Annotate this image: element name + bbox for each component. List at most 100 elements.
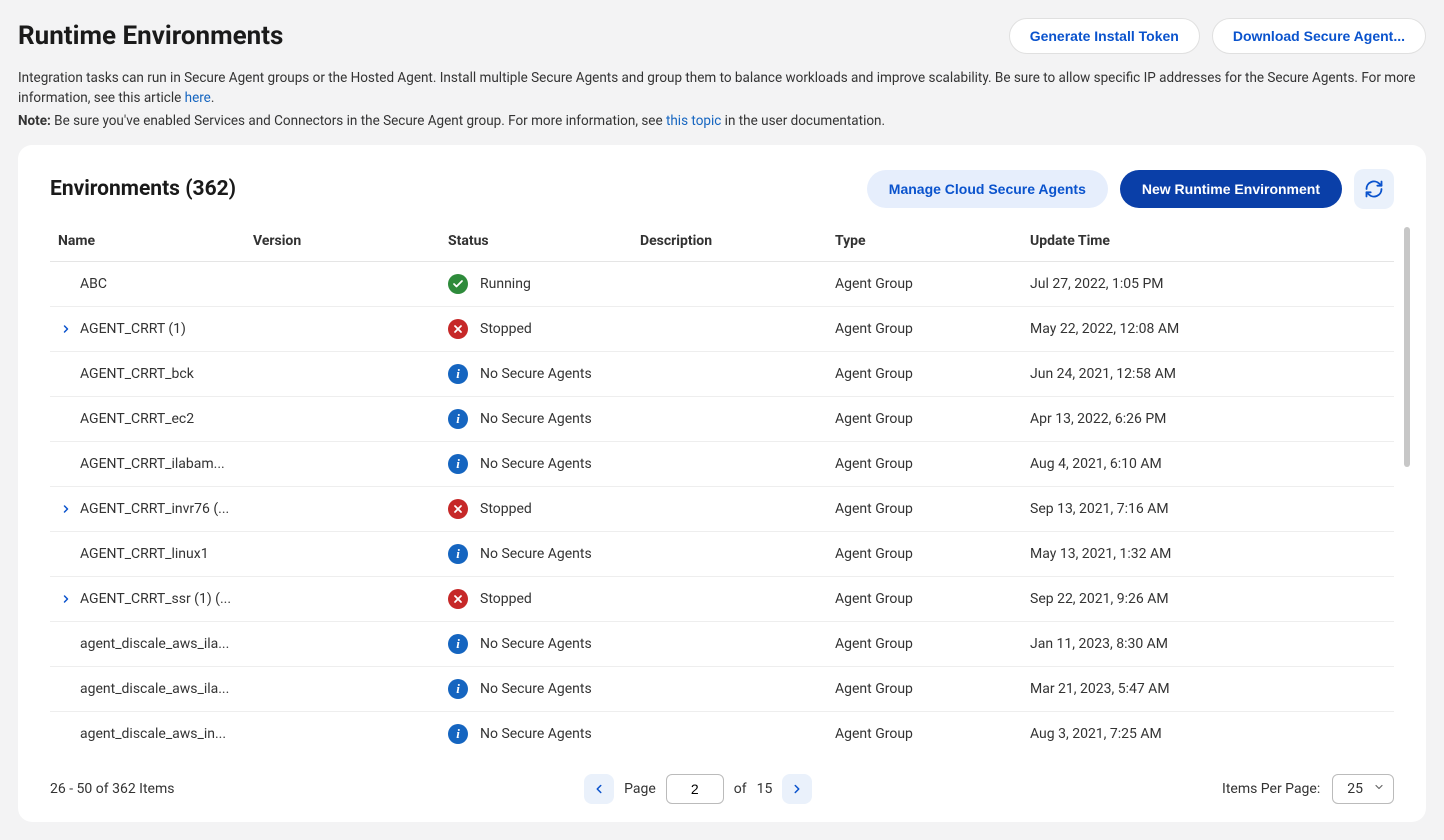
page-title: Runtime Environments bbox=[18, 21, 283, 51]
env-update-time: Sep 22, 2021, 9:26 AM bbox=[1022, 576, 1394, 621]
env-update-time: Aug 4, 2021, 6:10 AM bbox=[1022, 441, 1394, 486]
this-topic-link[interactable]: this topic bbox=[666, 113, 721, 129]
table-row[interactable]: AGENT_CRRT_ec2iNo Secure AgentsAgent Gro… bbox=[50, 396, 1394, 441]
table-row[interactable]: agent_discale_aws_ila...iNo Secure Agent… bbox=[50, 621, 1394, 666]
page-description: Integration tasks can run in Secure Agen… bbox=[18, 68, 1426, 109]
table-row[interactable]: agent_discale_aws_in...iNo Secure Agents… bbox=[50, 711, 1394, 756]
env-description bbox=[632, 441, 827, 486]
expand-toggle[interactable] bbox=[58, 323, 74, 335]
item-range: 26 - 50 of 362 Items bbox=[50, 781, 174, 797]
table-row[interactable]: AGENT_CRRT_linux1iNo Secure AgentsAgent … bbox=[50, 531, 1394, 576]
env-type: Agent Group bbox=[827, 666, 1022, 711]
status-info-icon: i bbox=[448, 544, 468, 564]
col-update-time[interactable]: Update Time bbox=[1022, 223, 1394, 262]
status-info-icon: i bbox=[448, 364, 468, 384]
env-description bbox=[632, 576, 827, 621]
status-label: No Secure Agents bbox=[480, 456, 592, 472]
download-secure-agent-button[interactable]: Download Secure Agent... bbox=[1212, 18, 1426, 54]
env-version bbox=[245, 576, 440, 621]
items-per-page-label: Items Per Page: bbox=[1222, 781, 1320, 797]
env-update-time: Sep 13, 2021, 7:16 AM bbox=[1022, 486, 1394, 531]
page-note: Note: Be sure you've enabled Services an… bbox=[18, 111, 1426, 131]
next-page-button[interactable] bbox=[782, 774, 812, 804]
table-row[interactable]: AGENT_CRRT_ssr (1) (...StoppedAgent Grou… bbox=[50, 576, 1394, 621]
expand-toggle[interactable] bbox=[58, 593, 74, 605]
header-actions: Generate Install Token Download Secure A… bbox=[1009, 18, 1426, 54]
status-info-icon: i bbox=[448, 409, 468, 429]
note-text: Be sure you've enabled Services and Conn… bbox=[51, 113, 666, 129]
env-update-time: May 13, 2021, 1:32 AM bbox=[1022, 531, 1394, 576]
env-update-time: May 22, 2022, 12:08 AM bbox=[1022, 306, 1394, 351]
env-version bbox=[245, 711, 440, 756]
env-update-time: Aug 3, 2021, 7:25 AM bbox=[1022, 711, 1394, 756]
env-update-time: Mar 21, 2023, 5:47 AM bbox=[1022, 666, 1394, 711]
env-type: Agent Group bbox=[827, 306, 1022, 351]
environments-table: Name Version Status Description Type Upd… bbox=[50, 223, 1394, 756]
items-per-page-select[interactable]: 25 bbox=[1332, 774, 1394, 804]
env-description bbox=[632, 486, 827, 531]
env-description bbox=[632, 531, 827, 576]
chevron-left-icon bbox=[592, 782, 606, 796]
scrollbar[interactable] bbox=[1404, 227, 1410, 467]
table-row[interactable]: ABCRunningAgent GroupJul 27, 2022, 1:05 … bbox=[50, 261, 1394, 306]
status-info-icon: i bbox=[448, 679, 468, 699]
col-name[interactable]: Name bbox=[50, 223, 245, 262]
col-type[interactable]: Type bbox=[827, 223, 1022, 262]
env-description bbox=[632, 396, 827, 441]
status-label: No Secure Agents bbox=[480, 411, 592, 427]
status-stopped-icon bbox=[448, 589, 468, 609]
env-version bbox=[245, 666, 440, 711]
env-version bbox=[245, 621, 440, 666]
refresh-button[interactable] bbox=[1354, 169, 1394, 209]
env-description bbox=[632, 666, 827, 711]
env-update-time: Jul 27, 2022, 1:05 PM bbox=[1022, 261, 1394, 306]
env-description bbox=[632, 711, 827, 756]
env-name: agent_discale_aws_ila... bbox=[80, 681, 229, 697]
status-info-icon: i bbox=[448, 724, 468, 744]
status-running-icon bbox=[448, 274, 468, 294]
env-version bbox=[245, 396, 440, 441]
items-per-page-value: 25 bbox=[1347, 781, 1363, 797]
col-description[interactable]: Description bbox=[632, 223, 827, 262]
env-name: AGENT_CRRT_bck bbox=[80, 366, 194, 382]
col-status[interactable]: Status bbox=[440, 223, 632, 262]
env-type: Agent Group bbox=[827, 486, 1022, 531]
env-type: Agent Group bbox=[827, 531, 1022, 576]
table-row[interactable]: AGENT_CRRT_ilabam...iNo Secure AgentsAge… bbox=[50, 441, 1394, 486]
total-pages: 15 bbox=[757, 781, 773, 797]
status-label: Running bbox=[480, 276, 531, 292]
env-version bbox=[245, 261, 440, 306]
env-version bbox=[245, 306, 440, 351]
here-link[interactable]: here bbox=[185, 90, 211, 106]
of-label: of bbox=[734, 781, 747, 797]
table-row[interactable]: AGENT_CRRT_bck i No Secure Agents Agent Gro… bbox=[50, 351, 1394, 396]
status-label: No Secure Agents bbox=[480, 636, 592, 652]
table-row[interactable]: AGENT_CRRT (1)StoppedAgent GroupMay 22, … bbox=[50, 306, 1394, 351]
manage-cloud-secure-agents-button[interactable]: Manage Cloud Secure Agents bbox=[867, 170, 1108, 208]
env-type: Agent Group bbox=[827, 351, 1022, 396]
env-name: AGENT_CRRT_ec2 bbox=[80, 411, 194, 427]
status-label: No Secure Agents bbox=[480, 366, 592, 382]
env-version bbox=[245, 351, 440, 396]
env-name: AGENT_CRRT (1) bbox=[80, 321, 186, 337]
desc-text: . bbox=[211, 90, 215, 106]
page-number-input[interactable] bbox=[666, 774, 724, 804]
col-version[interactable]: Version bbox=[245, 223, 440, 262]
new-runtime-environment-button[interactable]: New Runtime Environment bbox=[1120, 170, 1342, 208]
status-label: No Secure Agents bbox=[480, 681, 592, 697]
note-text: in the user documentation. bbox=[721, 113, 885, 129]
expand-toggle[interactable] bbox=[58, 503, 74, 515]
env-name: AGENT_CRRT_invr76 (... bbox=[80, 501, 229, 517]
note-label: Note: bbox=[18, 113, 51, 129]
env-type: Agent Group bbox=[827, 711, 1022, 756]
table-row[interactable]: agent_discale_aws_ila... i No Secure Agent… bbox=[50, 666, 1394, 711]
status-stopped-icon bbox=[448, 499, 468, 519]
page-label: Page bbox=[624, 781, 656, 797]
generate-install-token-button[interactable]: Generate Install Token bbox=[1009, 18, 1200, 54]
env-update-time: Apr 13, 2022, 6:26 PM bbox=[1022, 396, 1394, 441]
table-row[interactable]: AGENT_CRRT_invr76 (...StoppedAgent Group… bbox=[50, 486, 1394, 531]
pagination: Page of 15 bbox=[584, 774, 812, 804]
env-description bbox=[632, 306, 827, 351]
status-info-icon: i bbox=[448, 634, 468, 654]
prev-page-button[interactable] bbox=[584, 774, 614, 804]
